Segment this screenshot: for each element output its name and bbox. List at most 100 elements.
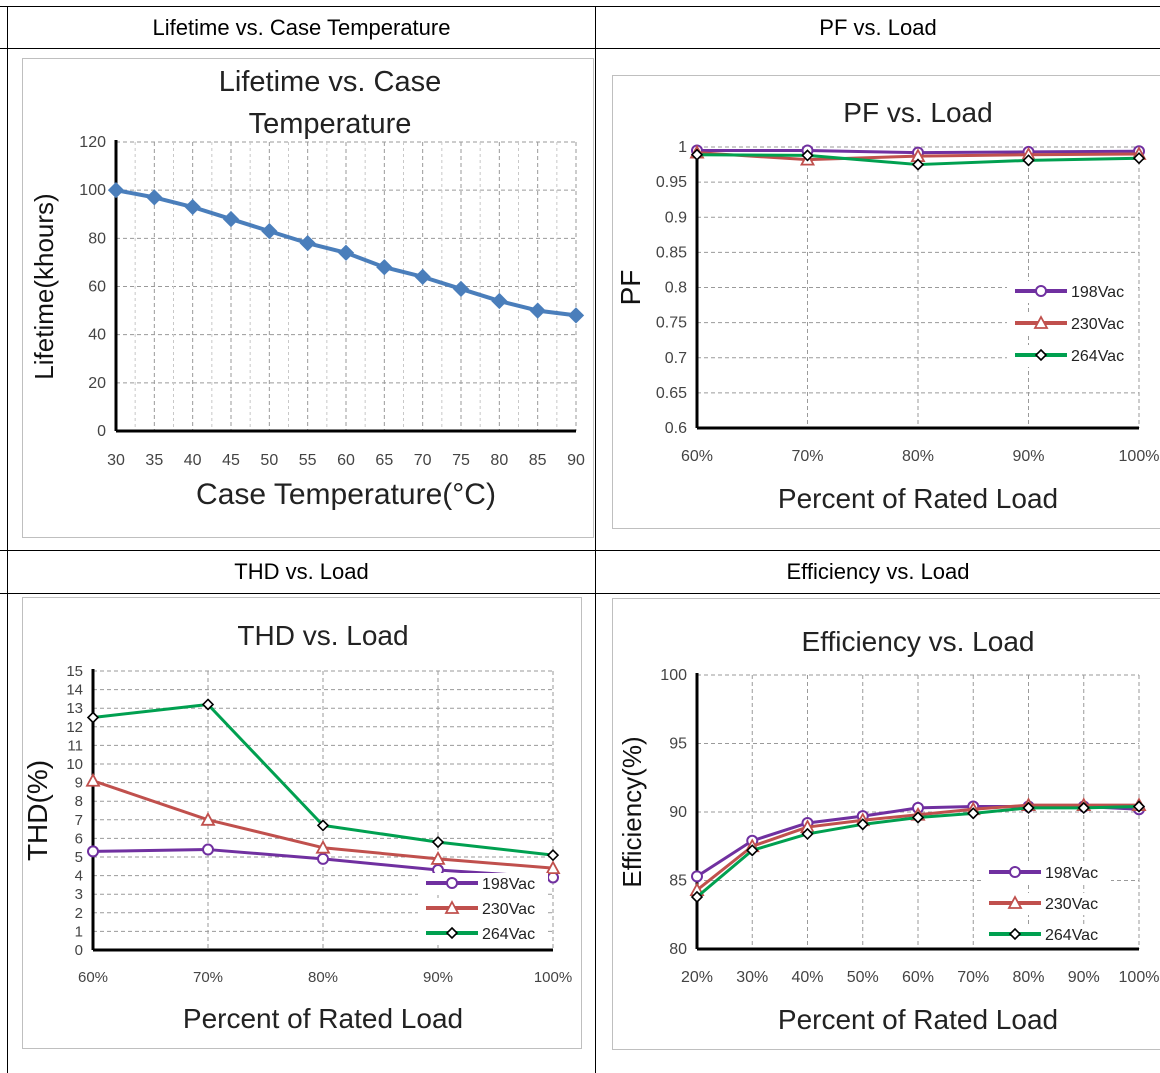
- data-point: [801, 149, 814, 162]
- x-tick-label: 60: [337, 452, 355, 469]
- y-tick-label: 12: [66, 719, 83, 736]
- x-axis-label: Percent of Rated Load: [778, 483, 1058, 514]
- data-point: [87, 845, 99, 858]
- x-tick-label: 70: [414, 452, 432, 469]
- data-point: [414, 268, 431, 285]
- table-rule: [595, 6, 596, 1073]
- pf-chart-panel: PF vs. Load 0.6 0.65 0.7 0.75 0.8 0.85 0.9 0.95 1…: [612, 75, 1160, 529]
- legend-label: 198Vac: [1045, 865, 1098, 882]
- legend-label: 230Vac: [1071, 316, 1124, 333]
- y-tick-label: 9: [75, 775, 83, 792]
- data-point: [545, 860, 561, 875]
- legend-marker: [1033, 315, 1049, 329]
- y-axis-label: Lifetime(khours): [29, 193, 59, 379]
- legend-marker: [445, 926, 459, 940]
- x-tick-label: 100%: [1119, 448, 1160, 465]
- table-rule: [0, 6, 1160, 7]
- y-tick-label: 14: [66, 682, 83, 699]
- y-axis-label: PF: [615, 270, 646, 306]
- y-tick-label: 4: [75, 868, 83, 885]
- x-tick-label: 90%: [1012, 448, 1044, 465]
- data-point: [911, 811, 925, 824]
- y-tick-label: 1: [678, 139, 687, 156]
- x-tick-label: 35: [145, 452, 163, 469]
- x-tick-label: 50: [260, 452, 278, 469]
- data-point: [690, 890, 704, 904]
- x-tick-label: 100%: [1119, 969, 1160, 986]
- x-axis-label: Percent of Rated Load: [183, 1003, 463, 1034]
- data-point: [202, 843, 214, 856]
- y-tick-label: 8: [75, 793, 83, 810]
- legend-label: 198Vac: [482, 876, 535, 893]
- y-tick-label: 0.75: [656, 315, 687, 332]
- y-tick-label: 15: [66, 663, 83, 680]
- y-tick-label: 6: [75, 830, 83, 847]
- legend-marker: [446, 877, 458, 889]
- data-point: [431, 835, 445, 849]
- x-axis-label: Case Temperature(°C): [196, 478, 496, 511]
- x-tick-label: 80%: [902, 448, 934, 465]
- y-tick-label: 1: [75, 923, 83, 940]
- x-tick-label: 40: [184, 452, 202, 469]
- efficiency-chart-panel: Efficiency vs. Load 80 85 90 95 100 20% 30% 40% 5…: [612, 598, 1160, 1050]
- data-point: [690, 148, 704, 161]
- legend-label: 264Vac: [482, 926, 535, 943]
- y-tick-label: 0: [75, 942, 83, 959]
- chart-title: Lifetime vs. Case: [219, 66, 441, 98]
- y-tick-label: 80: [88, 230, 106, 247]
- y-tick-label: 0.9: [665, 209, 687, 226]
- legend-label: 230Vac: [482, 901, 535, 918]
- legend-marker: [1009, 866, 1021, 878]
- data-point: [1132, 800, 1146, 813]
- legend-marker: [1007, 895, 1023, 909]
- data-point: [316, 819, 330, 832]
- legend-marker: [444, 900, 460, 914]
- y-tick-label: 10: [66, 756, 83, 773]
- data-point: [201, 698, 215, 711]
- y-tick-label: 0.85: [656, 244, 687, 261]
- y-axis-label: Efficiency(%): [617, 736, 647, 887]
- header-thd: THD vs. Load: [234, 559, 369, 584]
- x-tick-label: 30: [107, 452, 125, 469]
- data-point: [85, 772, 101, 787]
- chart-title: PF vs. Load: [843, 97, 992, 128]
- data-point: [337, 244, 355, 261]
- header-pf: PF vs. Load: [819, 15, 937, 40]
- table-rule: [7, 6, 8, 1073]
- x-tick-label: 55: [299, 452, 317, 469]
- x-tick-label: 70%: [791, 448, 823, 465]
- y-tick-label: 0.6: [665, 420, 687, 437]
- y-tick-label: 2: [75, 905, 83, 922]
- data-point: [430, 850, 446, 865]
- data-point: [1077, 801, 1090, 815]
- y-tick-label: 3: [75, 886, 83, 903]
- chart-title: Efficiency vs. Load: [802, 626, 1035, 657]
- x-tick-label: 65: [375, 452, 393, 469]
- data-point: [911, 158, 925, 171]
- x-tick-label: 60%: [902, 969, 934, 986]
- data-point: [146, 189, 163, 206]
- y-tick-label: 100: [660, 667, 687, 684]
- y-tick-label: 80: [669, 941, 687, 958]
- data-point: [1022, 154, 1035, 167]
- legend-marker: [1034, 348, 1048, 362]
- data-point: [529, 302, 546, 319]
- x-tick-label: 20%: [681, 969, 713, 986]
- y-axis-label: THD(%): [23, 760, 53, 861]
- data-point: [546, 849, 560, 862]
- x-tick-label: 80%: [1012, 969, 1044, 986]
- data-point: [967, 807, 980, 820]
- x-tick-label: 30%: [736, 969, 768, 986]
- data-point: [222, 210, 240, 228]
- y-tick-label: 0: [97, 423, 106, 440]
- data-point: [1022, 801, 1035, 815]
- y-tick-label: 0.8: [665, 280, 687, 297]
- x-tick-label: 75: [452, 452, 470, 469]
- x-tick-label: 90%: [423, 969, 453, 986]
- y-tick-label: 0.7: [665, 350, 687, 367]
- x-tick-label: 80: [490, 452, 508, 469]
- y-tick-label: 7: [75, 812, 83, 829]
- x-tick-label: 50%: [847, 969, 879, 986]
